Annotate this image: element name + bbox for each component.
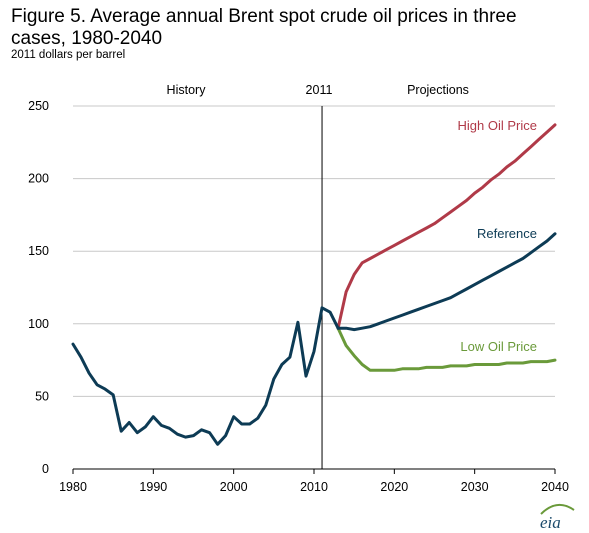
eia-logo: eia	[540, 503, 575, 532]
history-region-label: History	[167, 83, 207, 97]
y-tick-label-50: 50	[35, 389, 49, 403]
x-tick-label-2010: 2010	[300, 480, 328, 494]
y-tick-label-200: 200	[28, 172, 49, 186]
history-series-line	[71, 306, 340, 446]
x-tick-label-2030: 2030	[461, 480, 489, 494]
y-tick-label-250: 250	[28, 99, 49, 113]
high-series-line	[336, 123, 557, 330]
chart-title: Figure 5. Average annual Brent spot crud…	[11, 6, 517, 49]
y-tick-label-0: 0	[42, 462, 49, 476]
x-tick-label-2020: 2020	[380, 480, 408, 494]
reference-label: Reference	[477, 226, 537, 241]
series-lines	[71, 123, 557, 446]
logo-arc-icon	[540, 503, 575, 515]
axes	[72, 106, 556, 474]
chart-subtitle: 2011 dollars per barrel	[11, 49, 126, 61]
high-oil-price-label: High Oil Price	[458, 118, 537, 133]
x-tick-label-2040: 2040	[541, 480, 569, 494]
y-tick-label-150: 150	[28, 244, 49, 258]
low-oil-price-label: Low Oil Price	[460, 339, 537, 354]
divider-year-label: 2011	[306, 83, 333, 97]
x-tick-label-1980: 1980	[59, 480, 87, 494]
low-series-line	[336, 326, 557, 372]
x-tick-label-2000: 2000	[220, 480, 248, 494]
y-tick-label-100: 100	[28, 317, 49, 331]
tick-labels: 0 50 100 150 200 250 1980 1990 2000 2010 2020 2030 2…	[28, 99, 569, 494]
projections-region-label: Projections	[407, 83, 469, 97]
x-tick-label-1990: 1990	[139, 480, 167, 494]
gridlines	[73, 105, 555, 397]
eia-logo-text: eia	[540, 513, 561, 532]
reference-series-line	[336, 232, 557, 332]
